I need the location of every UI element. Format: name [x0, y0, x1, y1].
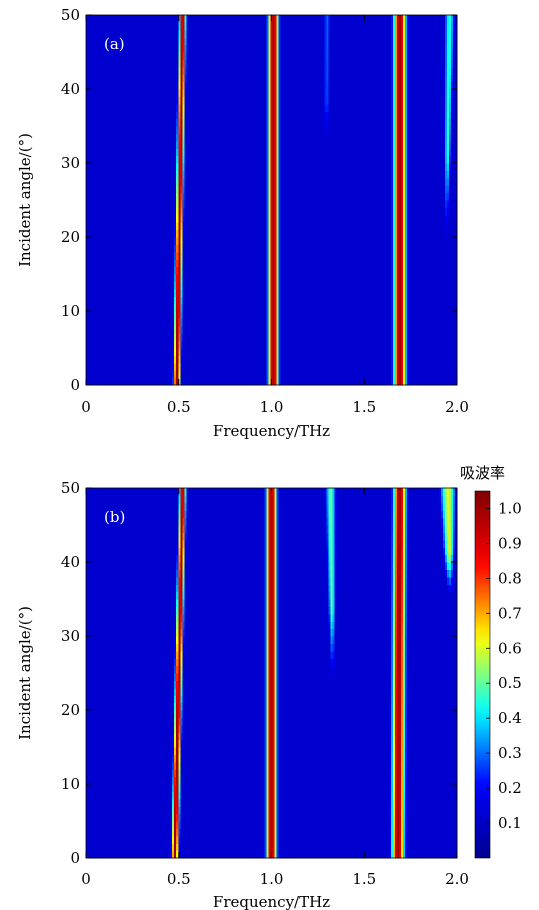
- heatmap-panel-a: 0 0.5 1.0 1.5 2.001020304050Frequency/THzInc…: [16, 6, 469, 440]
- heatmap-cells: [86, 15, 458, 386]
